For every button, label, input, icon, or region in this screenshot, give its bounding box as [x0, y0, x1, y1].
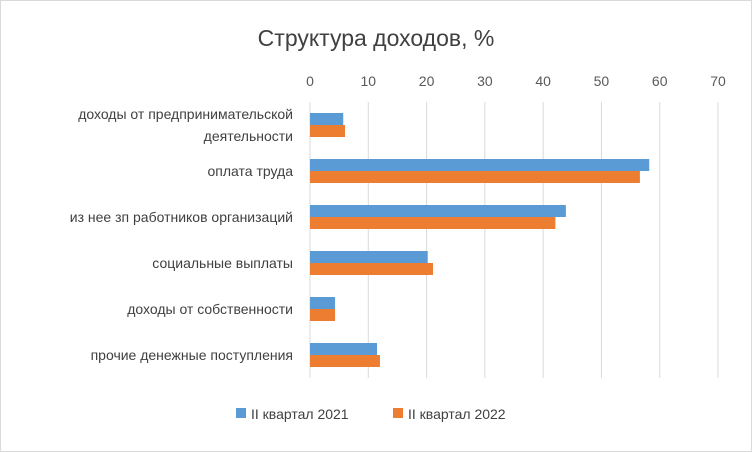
category-label: прочие денежные поступления	[91, 347, 293, 363]
bar-2021	[310, 297, 336, 309]
category-label: оплата труда	[208, 163, 294, 179]
x-tick-label: 60	[652, 73, 668, 89]
bar-2022	[310, 217, 556, 229]
legend-label: II квартал 2021	[251, 406, 349, 422]
bar-2021	[310, 159, 650, 171]
x-tick-label: 30	[477, 73, 493, 89]
category-label: социальные выплаты	[152, 255, 293, 271]
category-labels: доходы от предпринимательской деятельност…	[70, 106, 293, 363]
x-tick-label: 0	[306, 73, 314, 89]
gridlines	[309, 102, 719, 378]
category-label: из нее зп работников организаций	[70, 209, 293, 225]
bar-2021	[310, 251, 428, 263]
legend-label: II квартал 2022	[408, 406, 506, 422]
x-tick-label: 50	[594, 73, 610, 89]
bar-2021	[310, 205, 566, 217]
bar-2022	[310, 309, 336, 321]
chart-title: Структура доходов, %	[258, 25, 495, 51]
x-tick-label: 70	[710, 73, 726, 89]
bar-2022	[310, 263, 433, 275]
bar-2021	[310, 343, 378, 355]
bars	[310, 113, 650, 367]
category-label: доходы от собственности	[127, 301, 293, 317]
category-label: деятельности	[204, 128, 293, 144]
bar-2021	[310, 113, 344, 125]
legend-swatch	[393, 408, 403, 418]
x-tick-label: 20	[419, 73, 435, 89]
bar-2022	[310, 355, 380, 367]
bar-2022	[310, 125, 345, 137]
category-label: доходы от предпринимательской	[78, 106, 293, 122]
x-tick-label: 40	[535, 73, 551, 89]
legend: II квартал 2021 II квартал 2022	[236, 406, 506, 422]
x-tick-label: 10	[360, 73, 376, 89]
legend-swatch	[236, 408, 246, 418]
x-axis-ticks: 0 10 20 30 40 50 60 70	[306, 73, 726, 89]
bar-2022	[310, 171, 640, 183]
